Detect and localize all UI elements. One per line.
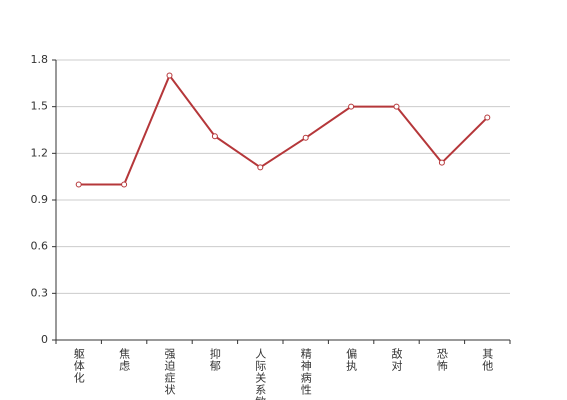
point <box>166 72 173 79</box>
y-tick-label: 1.8 <box>31 53 49 66</box>
x-tick-label: 强迫症状 <box>163 348 176 396</box>
point <box>438 159 445 166</box>
x-tick-label: 人际关系敏感 <box>254 348 267 400</box>
point <box>121 181 128 188</box>
x-tick-label: 偏执 <box>345 347 358 372</box>
point <box>484 114 491 121</box>
line <box>78 73 489 186</box>
point <box>211 133 218 140</box>
point <box>302 134 309 141</box>
x-tick-label: 敌对 <box>390 347 403 372</box>
y-tick-label: 0.3 <box>31 286 49 299</box>
point <box>393 103 400 110</box>
point <box>75 181 82 188</box>
y-tick-label: 0.6 <box>31 240 49 253</box>
x-tick-label: 其他 <box>481 348 494 372</box>
x-tick-label: 焦虑 <box>118 348 131 372</box>
point <box>348 103 355 110</box>
x-tick-label: 精神病性 <box>299 348 312 396</box>
x-tick-label: 恐怖 <box>435 348 448 372</box>
y-tick-label: 0 <box>41 333 48 346</box>
y-tick-label: 1.5 <box>31 100 49 113</box>
y-tick-label: 1.2 <box>31 146 49 159</box>
x-tick-label: 抑郁 <box>208 347 221 372</box>
y-tick-label: 0.9 <box>31 193 49 206</box>
x-tick-label: 躯体化 <box>72 348 85 384</box>
point <box>257 164 264 171</box>
